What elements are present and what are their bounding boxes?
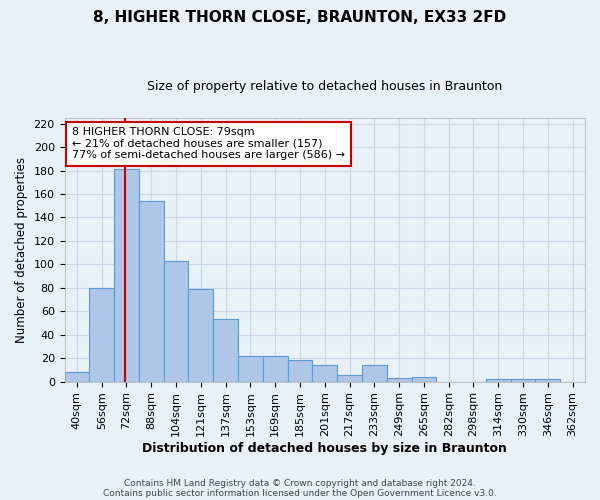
Bar [164,261,188,382]
Bar [139,201,164,382]
Bar [337,374,362,382]
Y-axis label: Number of detached properties: Number of detached properties [15,156,28,342]
Text: Contains public sector information licensed under the Open Government Licence v3: Contains public sector information licen… [103,488,497,498]
Title: Size of property relative to detached houses in Braunton: Size of property relative to detached ho… [147,80,502,93]
Bar [412,377,436,382]
Bar [511,380,535,382]
Bar [387,378,412,382]
Bar [238,356,263,382]
Bar [114,170,139,382]
Bar [362,365,387,382]
Bar [535,380,560,382]
Text: 8 HIGHER THORN CLOSE: 79sqm
← 21% of detached houses are smaller (157)
77% of se: 8 HIGHER THORN CLOSE: 79sqm ← 21% of det… [72,127,345,160]
Text: Contains HM Land Registry data © Crown copyright and database right 2024.: Contains HM Land Registry data © Crown c… [124,478,476,488]
Bar [188,289,213,382]
Bar [313,365,337,382]
Bar [65,372,89,382]
Bar [213,320,238,382]
Text: 8, HIGHER THORN CLOSE, BRAUNTON, EX33 2FD: 8, HIGHER THORN CLOSE, BRAUNTON, EX33 2F… [94,10,506,25]
Bar [287,360,313,382]
X-axis label: Distribution of detached houses by size in Braunton: Distribution of detached houses by size … [142,442,507,455]
Bar [486,380,511,382]
Bar [89,288,114,382]
Bar [263,356,287,382]
